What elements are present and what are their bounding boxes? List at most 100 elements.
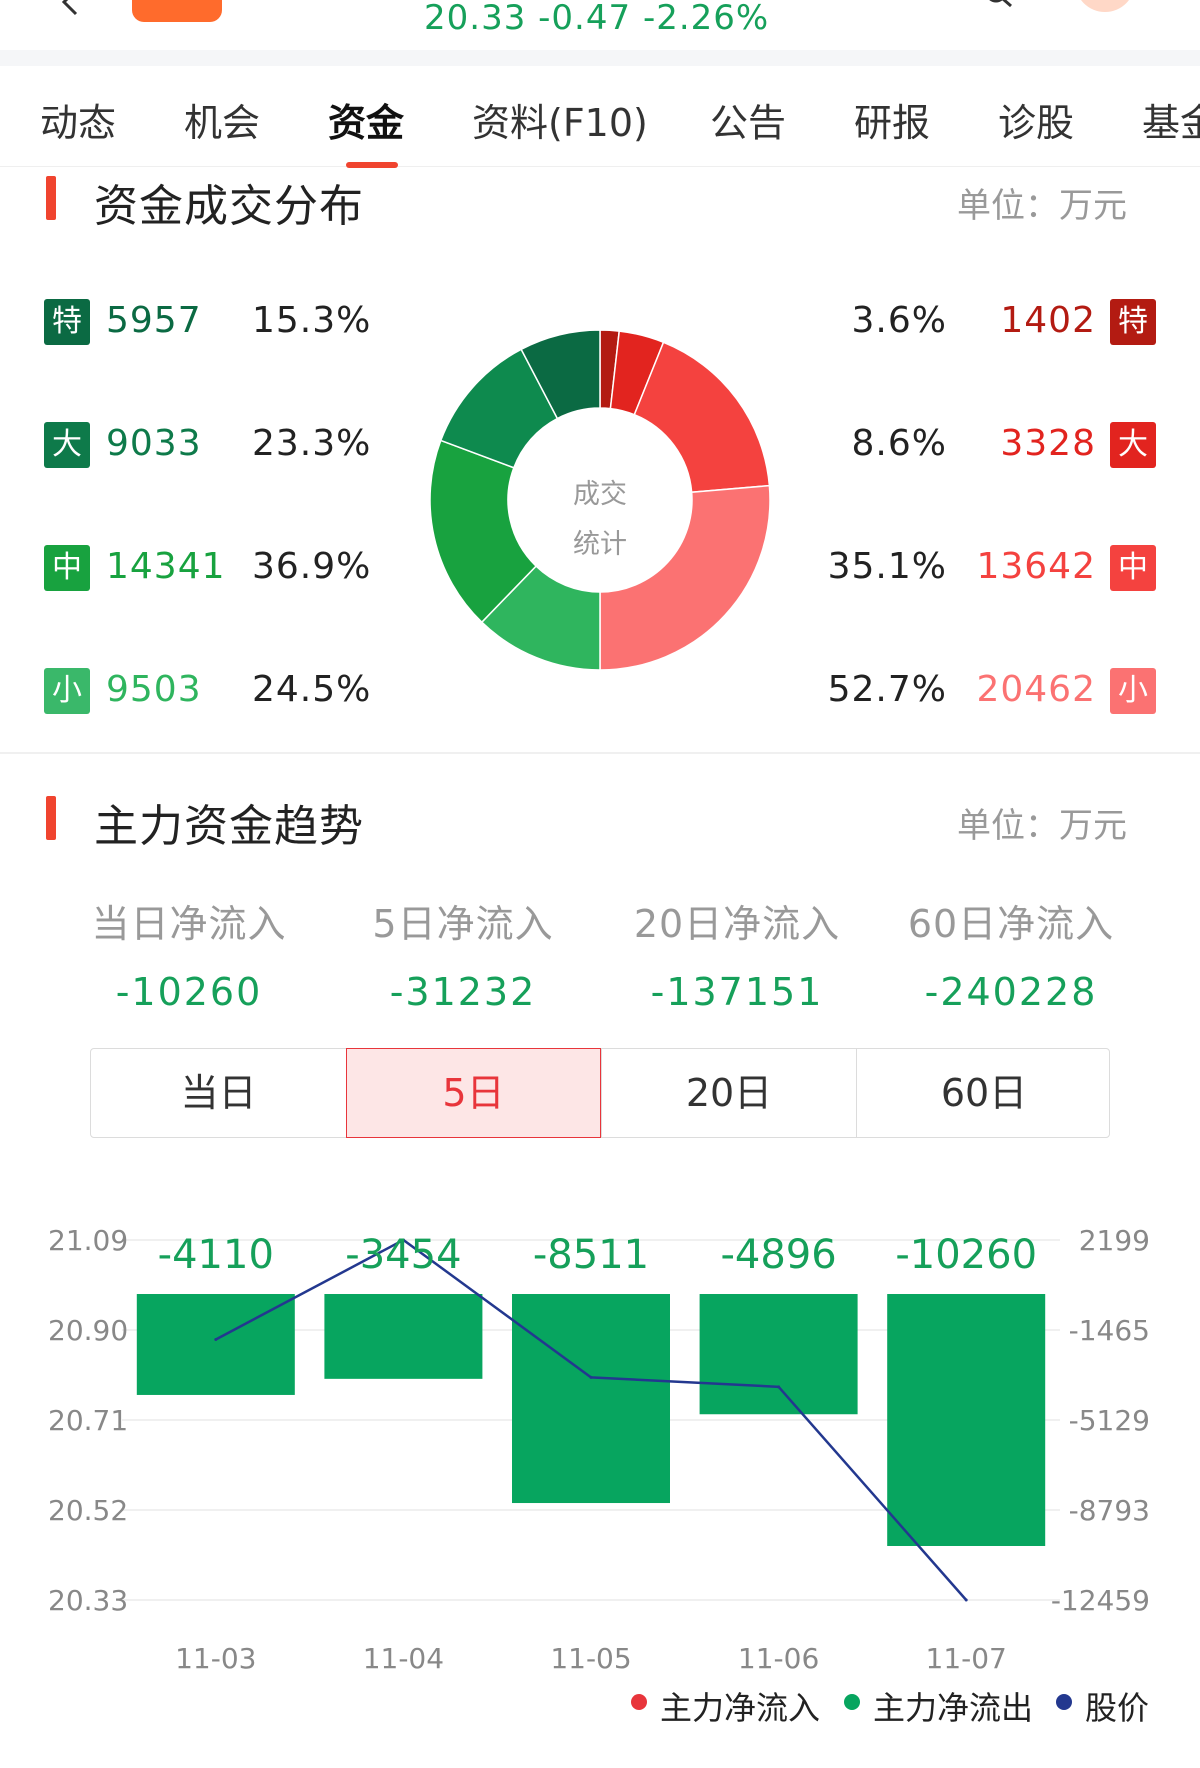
distribution-unit: 单位：万元: [957, 186, 1127, 226]
tab-zijin[interactable]: 资金: [328, 101, 405, 145]
legend-outflow-label: 主力净流出: [873, 1689, 1034, 1727]
trend-title: 主力资金趋势: [94, 801, 364, 852]
pct-large-out: 23.3%: [252, 423, 372, 464]
bar-net-outflow: [699, 1294, 858, 1415]
legend-inflow-label: 主力净流入: [660, 1689, 821, 1727]
flow-label-today: 当日净流入: [91, 902, 287, 946]
donut-slice-inflow-3: [633, 341, 771, 494]
tab-yanbao[interactable]: 研报: [854, 101, 931, 145]
amount-small-out: 9503: [106, 669, 202, 710]
bar-data-label: -4110: [158, 1232, 274, 1278]
amount-large-in: 3328: [1000, 423, 1096, 464]
period-5d-button[interactable]: 5日: [346, 1048, 601, 1138]
x-tick-label: 11-07: [926, 1642, 1007, 1675]
bar-data-label: -10260: [895, 1232, 1037, 1278]
tab-gonggao[interactable]: 公告: [710, 101, 787, 145]
amount-medium-out: 14341: [106, 546, 226, 587]
stock-quote: 20.33 -0.47 -2.26%: [424, 0, 769, 38]
period-60d-button[interactable]: 60日: [856, 1049, 1111, 1137]
y-left-tick-label: 20.90: [48, 1314, 128, 1347]
bar-net-outflow: [324, 1294, 483, 1379]
badge-small-in: 小: [1110, 668, 1156, 714]
pct-super-in: 3.6%: [851, 300, 947, 341]
y-left-tick-label: 20.71: [48, 1404, 128, 1437]
amount-super-in: 1402: [1000, 300, 1096, 341]
y-left-tick-label: 20.33: [48, 1584, 128, 1617]
active-tab-indicator: [346, 162, 398, 168]
legend-inflow-dot: [631, 1694, 647, 1710]
quote-change: -0.47: [538, 0, 632, 38]
y-left-tick-label: 21.09: [48, 1224, 128, 1257]
bar-data-label: -4896: [720, 1232, 836, 1278]
badge-super-out: 特: [44, 299, 90, 345]
price-point: [214, 1337, 218, 1341]
header-divider: [0, 50, 1200, 66]
donut-slice-outflow-3: [429, 439, 538, 624]
badge-small-out: 小: [44, 668, 90, 714]
y-right-tick-label: -12459: [1051, 1584, 1150, 1617]
legend-outflow-dot: [844, 1694, 860, 1710]
flow-label-60d: 60日净流入: [907, 902, 1115, 946]
x-tick-label: 11-04: [363, 1642, 444, 1675]
flow-label-20d: 20日净流入: [633, 902, 841, 946]
x-tick-label: 11-05: [550, 1642, 631, 1675]
tab-bar: 动态 机会 资金 资料(F10) 公告 研报 诊股 基金: [0, 66, 1200, 168]
badge-large-in: 大: [1110, 422, 1156, 468]
main-fund-trend-chart: 21.09 2199 20.90 -1465 20.71 -5129 20.52 -8793 2…: [48, 1224, 1150, 1675]
x-tick-label: 11-06: [738, 1642, 819, 1675]
y-right-tick-label: -5129: [1069, 1404, 1150, 1437]
amount-medium-in: 13642: [976, 546, 1096, 587]
pct-large-in: 8.6%: [851, 423, 947, 464]
donut-center-label-2: 统计: [573, 529, 627, 560]
tab-zhengu[interactable]: 诊股: [998, 101, 1075, 145]
badge-medium-in: 中: [1110, 545, 1156, 591]
tab-jijin[interactable]: 基金: [1142, 101, 1200, 145]
period-20d-button[interactable]: 20日: [601, 1049, 856, 1137]
period-selector: 当日 5日 20日 60日: [90, 1048, 1110, 1138]
flow-value-today: -10260: [115, 970, 263, 1014]
top-header: 20.33 -0.47 -2.26%: [0, 0, 1200, 52]
tab-jihui[interactable]: 机会: [184, 101, 261, 145]
x-tick-label: 11-03: [175, 1642, 256, 1675]
search-icon[interactable]: [984, 0, 1014, 8]
volume-donut-chart: [429, 329, 771, 671]
tab-dongtai[interactable]: 动态: [40, 101, 117, 145]
distribution-title: 资金成交分布: [94, 181, 364, 232]
badge-medium-out: 中: [44, 545, 90, 591]
y-right-tick-label: 2199: [1079, 1224, 1150, 1257]
flow-value-60d: -240228: [924, 970, 1098, 1014]
brand-tag: [132, 0, 222, 22]
section-marker: [46, 796, 56, 840]
badge-large-out: 大: [44, 422, 90, 468]
section-marker: [46, 176, 56, 220]
pct-small-in: 52.7%: [827, 669, 947, 710]
amount-super-out: 5957: [106, 300, 202, 341]
donut-center-label-1: 成交: [573, 479, 627, 510]
trend-unit: 单位：万元: [957, 806, 1127, 846]
bar-data-label: -8511: [533, 1232, 649, 1278]
price-point: [777, 1385, 781, 1389]
donut-slice-inflow-4: [599, 484, 771, 671]
back-icon[interactable]: [56, 0, 84, 16]
badge-super-in: 特: [1110, 299, 1156, 345]
legend-price-label: 股价: [1085, 1689, 1150, 1727]
donut-slice-outflow-1: [520, 329, 601, 420]
flow-value-5d: -31232: [389, 970, 537, 1014]
bar-data-label: -3454: [345, 1232, 461, 1278]
price-point: [589, 1375, 593, 1379]
period-today-button[interactable]: 当日: [180, 1071, 257, 1115]
price-point: [401, 1238, 405, 1242]
pct-medium-in: 35.1%: [827, 546, 947, 587]
legend-price-dot: [1056, 1694, 1072, 1710]
section-divider: [0, 752, 1200, 754]
amount-small-in: 20462: [976, 669, 1096, 710]
bar-net-outflow: [512, 1294, 670, 1504]
pct-super-out: 15.3%: [252, 300, 372, 341]
pct-medium-out: 36.9%: [252, 546, 372, 587]
flow-label-5d: 5日净流入: [372, 902, 554, 946]
avatar[interactable]: [1075, 0, 1135, 12]
price-point: [964, 1598, 968, 1602]
tab-ziliao[interactable]: 资料(F10): [472, 101, 648, 145]
y-left-tick-label: 20.52: [48, 1494, 128, 1527]
quote-change-pct: -2.26%: [642, 0, 770, 38]
